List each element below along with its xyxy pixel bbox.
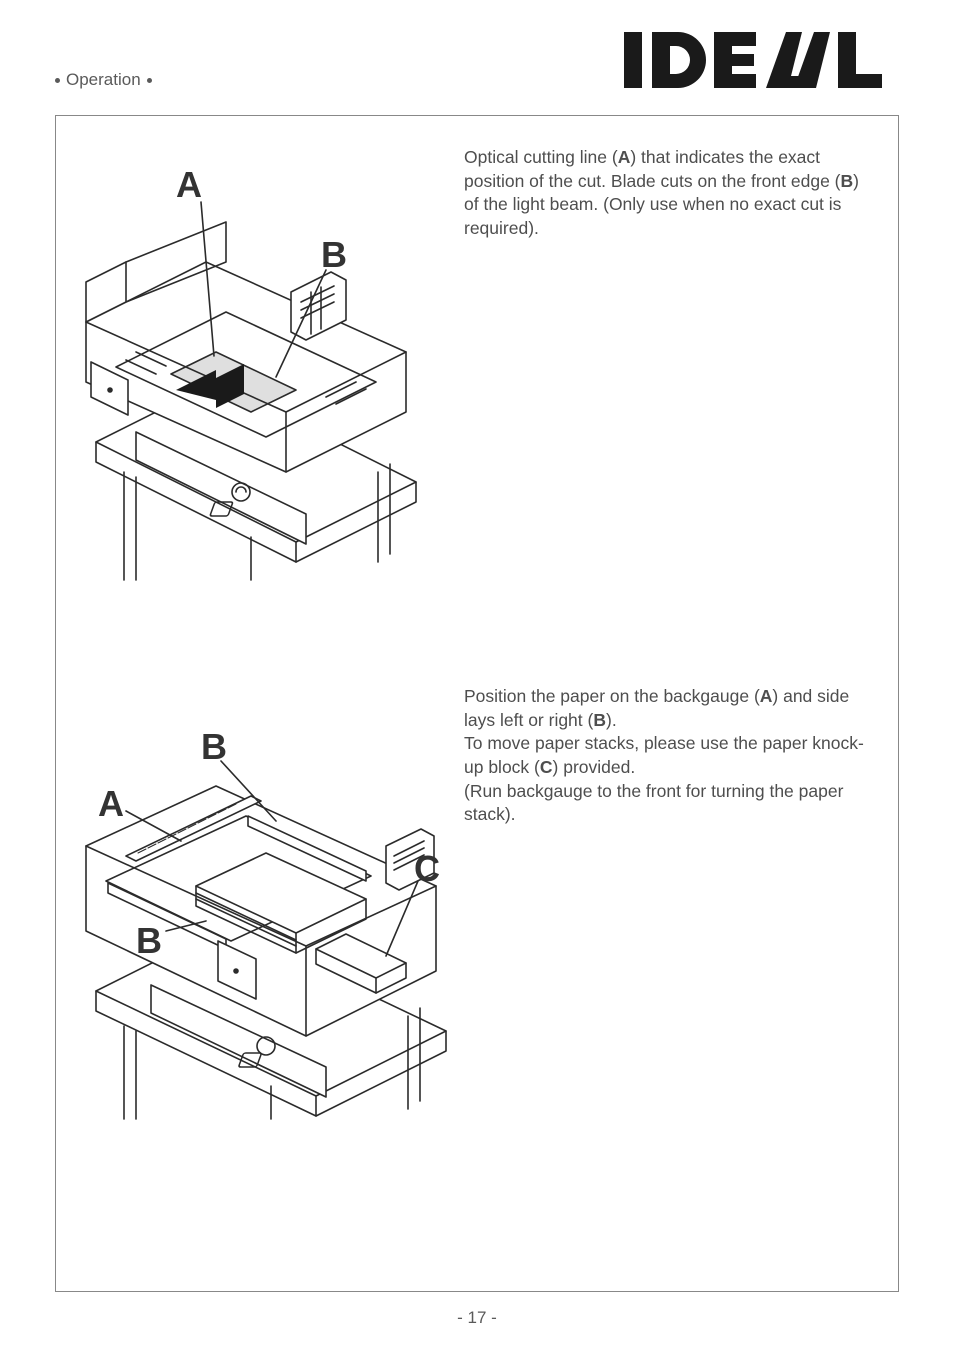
desc-text: ). bbox=[606, 710, 617, 730]
section-paper-position: A B B C Position the paper on the backga… bbox=[66, 681, 878, 1121]
desc-text: Optical cutting line ( bbox=[464, 147, 618, 167]
section-optical-cutting-line: A B Optical cutting line (A) that indica… bbox=[66, 142, 878, 582]
breadcrumb-label: Operation bbox=[66, 70, 141, 90]
desc-text: Position the paper on the backgauge ( bbox=[464, 686, 760, 706]
diagram-label-b: B bbox=[321, 234, 347, 275]
diagram-cutting-line: A B bbox=[66, 142, 446, 582]
section2-description: Position the paper on the backgauge (A ) … bbox=[446, 681, 878, 827]
desc-line-1: Position the paper on the backgauge (A) … bbox=[464, 685, 878, 732]
page-header: Operation bbox=[0, 0, 954, 110]
desc-bold-b: B bbox=[841, 171, 854, 191]
ideal-logo bbox=[624, 28, 884, 92]
diagram-label-a: A bbox=[176, 164, 202, 205]
section1-description: Optical cutting line (A) that indicates … bbox=[446, 142, 878, 241]
diagram-label-a: A bbox=[98, 783, 124, 824]
diagram-label-b-bottom: B bbox=[136, 920, 162, 961]
breadcrumb: Operation bbox=[55, 70, 152, 90]
desc-bold-a: A bbox=[618, 147, 631, 167]
diagram-label-c: C bbox=[414, 848, 440, 889]
diagram-paper-position: A B B C bbox=[66, 681, 446, 1121]
desc-text: ) provided. bbox=[553, 757, 636, 777]
page-number: - 17 - bbox=[0, 1308, 954, 1328]
bullet-icon bbox=[55, 78, 60, 83]
desc-bold: C bbox=[540, 757, 553, 777]
desc-line-3: (Run backgauge to the front for turning … bbox=[464, 780, 878, 827]
desc-text: (Run backgauge to the front for turning … bbox=[464, 781, 843, 825]
diagram-label-b-top: B bbox=[201, 726, 227, 767]
desc-text: To move paper stacks, please use the pap… bbox=[464, 733, 864, 777]
bullet-icon bbox=[147, 78, 152, 83]
desc-bold: B bbox=[593, 710, 606, 730]
desc-line-2: To move paper stacks, please use the pap… bbox=[464, 732, 878, 779]
content-frame: A B Optical cutting line (A) that indica… bbox=[55, 115, 899, 1292]
desc-bold: A bbox=[760, 686, 773, 706]
